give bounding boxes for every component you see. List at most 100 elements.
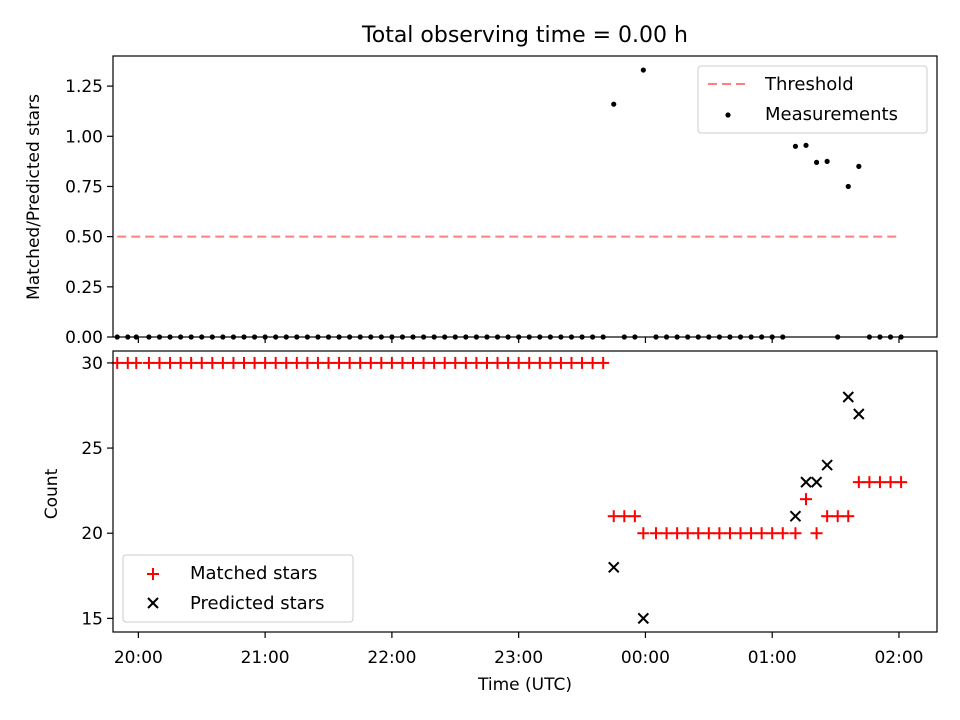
count-x-tick-label: 02:00 [874, 648, 923, 668]
matched-star-marker [174, 356, 187, 369]
matched-star-marker [237, 356, 250, 369]
matched-star-marker [449, 356, 462, 369]
matched-star-marker [322, 356, 335, 369]
matched-star-marker [618, 510, 631, 523]
ratio-legend: Threshold Measurements [697, 65, 928, 134]
matched-star-marker [523, 356, 536, 369]
matched-star-marker [311, 356, 324, 369]
matched-star-marker [364, 356, 377, 369]
matched-star-marker [810, 527, 823, 540]
count-y-axis-label: Count [42, 468, 62, 519]
predicted-marker-b [821, 459, 833, 471]
count-points [111, 356, 908, 625]
matched-star-marker [280, 356, 293, 369]
matched-star-marker [852, 476, 865, 489]
matched-star-marker [766, 527, 779, 540]
matched-star-marker [195, 356, 208, 369]
ratio-y-tick-label: 0.50 [65, 228, 103, 248]
matched-star-marker [259, 356, 272, 369]
matched-star-marker [628, 510, 641, 523]
matched-star-marker [831, 510, 844, 523]
ratio-y-axis-label: Matched/Predicted stars [24, 94, 44, 300]
matched-legend-label: Matched stars [190, 563, 317, 584]
count-x-tick-label: 21:00 [241, 648, 290, 668]
matched-star-marker [842, 510, 855, 523]
count-x-tick-label: 22:00 [367, 648, 416, 668]
matched-star-marker [554, 356, 567, 369]
matched-star-marker [723, 527, 736, 540]
measurement-point [813, 159, 820, 165]
matched-star-marker [800, 493, 813, 506]
matched-star-marker [649, 527, 662, 540]
matched-star-marker [438, 356, 451, 369]
measurement-point [856, 163, 862, 169]
matched-star-marker [343, 356, 356, 369]
matched-star-marker [895, 476, 908, 489]
predicted-legend-label: Predicted stars [190, 593, 324, 614]
matched-star-marker [417, 356, 430, 369]
matched-star-marker [660, 527, 673, 540]
count-x-tick-label: 01:00 [748, 648, 797, 668]
matched-star-marker [407, 356, 420, 369]
matched-star-marker [863, 476, 876, 489]
matched-star-marker [512, 356, 525, 369]
matched-star-marker [884, 476, 897, 489]
measurement-point [640, 67, 646, 73]
count-y-tick-label: 25 [81, 439, 103, 459]
matched-star-marker [789, 527, 802, 540]
matched-star-marker [821, 510, 834, 523]
matched-star-marker [586, 356, 599, 369]
predicted-marker-b [853, 408, 865, 420]
ratio-y-tick-label: 1.25 [65, 77, 103, 97]
predicted-star-marker [842, 391, 854, 403]
matched-star-marker [470, 356, 483, 369]
count-plot-frame [112, 350, 938, 633]
matched-star-marker [185, 356, 198, 369]
matched-star-marker [480, 356, 493, 369]
matched-star-marker [681, 527, 694, 540]
measurement-point [845, 183, 851, 190]
predicted-star-marker [608, 561, 620, 573]
measurements-legend-swatch [725, 112, 731, 118]
predicted-star-marker [800, 476, 812, 488]
matched-star-marker [776, 527, 789, 540]
matched-star-marker [533, 356, 546, 369]
matched-star-marker [459, 356, 472, 369]
measurement-point [792, 143, 799, 149]
ratio-panel: Total observing time = 0.00 h Matched/Pr… [24, 23, 938, 348]
count-x-axis-label: Time (UTC) [477, 675, 572, 695]
matched-star-marker [333, 356, 346, 369]
matched-star-marker [671, 527, 684, 540]
predicted-marker-b [789, 510, 802, 522]
matched-star-marker [375, 356, 388, 369]
predicted-star-marker [637, 612, 650, 625]
count-x-tick-label: 23:00 [494, 648, 543, 668]
predicted-marker-b [637, 612, 650, 625]
predicted-star-marker [810, 476, 823, 488]
matched-star-marker [301, 356, 314, 369]
matched-star-marker [248, 356, 261, 369]
count-x-tick-label: 00:00 [621, 648, 670, 668]
matched-star-marker [713, 527, 726, 540]
matched-star-marker [130, 356, 143, 369]
ratio-y-ticks: 0.00 0.25 0.50 0.75 1.00 1.25 [65, 77, 113, 348]
measurement-point [611, 101, 617, 107]
predicted-marker-b [810, 476, 823, 488]
ratio-y-tick-label: 0.75 [65, 177, 103, 197]
matched-star-marker [873, 476, 886, 489]
matched-star-marker [755, 527, 768, 540]
measurement-point [824, 158, 830, 164]
chart-title: Total observing time = 0.00 h [361, 23, 688, 48]
predicted-marker-b [608, 561, 620, 573]
matched-star-marker [491, 356, 504, 369]
ratio-y-tick-label: 0.25 [65, 278, 103, 298]
matched-star-marker [637, 527, 650, 540]
predicted-star-marker [821, 459, 833, 471]
matched-legend-swatch [147, 568, 159, 580]
matched-star-marker [269, 356, 282, 369]
matched-star-marker [216, 356, 229, 369]
predicted-legend-swatch [147, 597, 159, 609]
predicted-star-marker [853, 408, 865, 420]
ratio-plot-frame [112, 55, 938, 338]
